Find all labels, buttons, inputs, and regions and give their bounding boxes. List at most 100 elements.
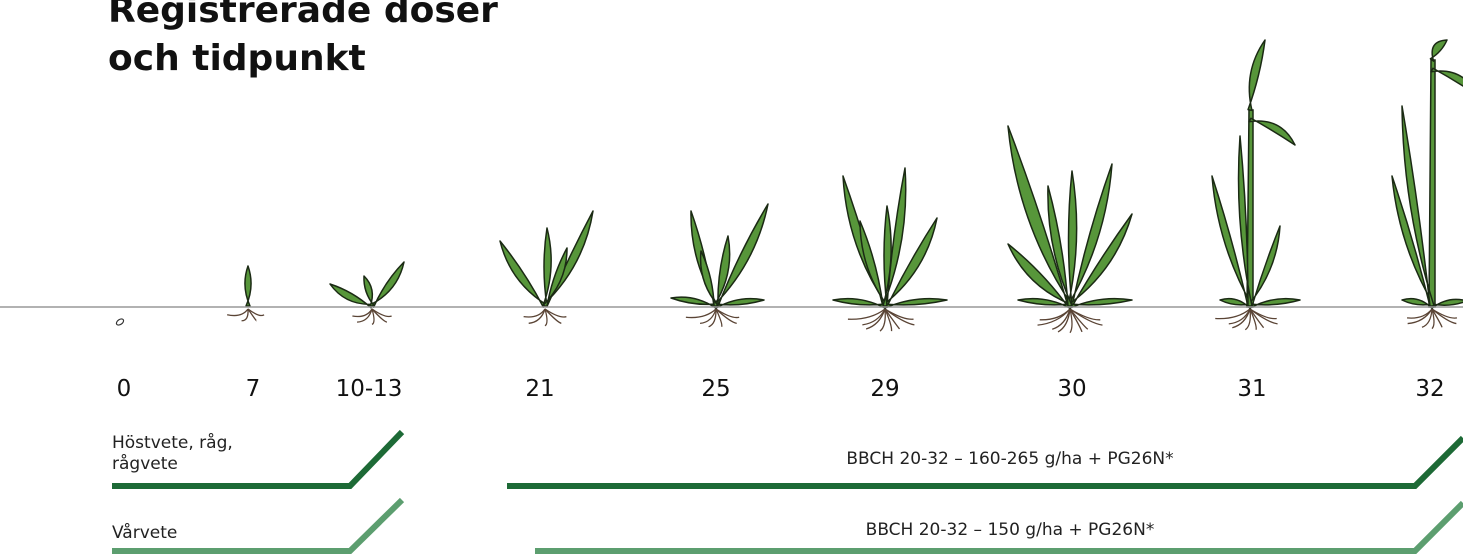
- dose-bar: [535, 500, 1463, 554]
- root: [1039, 308, 1071, 321]
- root: [352, 308, 373, 318]
- dose-text: BBCH 20-32 – 150 g/ha + PG26N*: [866, 520, 1155, 540]
- title-line: Registrerade doser: [108, 0, 498, 31]
- leaf: [369, 261, 405, 308]
- root: [1069, 308, 1073, 334]
- leaf: [1067, 213, 1133, 308]
- leaf: [1211, 175, 1253, 308]
- root: [1249, 308, 1265, 329]
- root: [371, 308, 375, 325]
- root: [247, 308, 265, 317]
- leaf: [1067, 163, 1113, 308]
- root: [715, 308, 723, 328]
- root: [1431, 308, 1435, 330]
- leaf: [1247, 225, 1281, 308]
- row-rule: [112, 497, 405, 554]
- root: [1232, 308, 1251, 329]
- root: [699, 308, 717, 325]
- leaf: [713, 203, 769, 308]
- root: [1244, 308, 1251, 331]
- leaf: [859, 220, 888, 308]
- root: [1431, 308, 1457, 325]
- root: [371, 308, 388, 323]
- row-label: rågvete: [112, 453, 178, 474]
- row: Vårvete BBCH 20-32 – 150 g/ha + PG26N*: [112, 497, 1463, 554]
- row: Höstvete, råg, rågvete BBCH 20-32 – 160-…: [112, 429, 1463, 489]
- root: [1037, 308, 1071, 326]
- stage-label: 25: [701, 376, 730, 402]
- root: [544, 308, 562, 324]
- leaf: [699, 250, 719, 308]
- leaf: [1219, 297, 1252, 309]
- leaf: [882, 205, 892, 307]
- root: [1249, 308, 1278, 325]
- leaf: [1249, 297, 1301, 309]
- leaf: [715, 297, 765, 309]
- root: [241, 308, 249, 322]
- stem: [1428, 59, 1436, 308]
- leaf: [1067, 170, 1078, 307]
- leaf: [1007, 243, 1073, 309]
- root: [1431, 308, 1443, 328]
- root: [884, 308, 915, 326]
- stage-label: 7: [246, 376, 261, 402]
- root: [879, 308, 886, 332]
- root: [1431, 308, 1458, 319]
- root: [884, 308, 901, 330]
- leaf: [1017, 297, 1071, 309]
- root: [247, 308, 258, 322]
- leaf: [363, 275, 375, 308]
- leaf: [713, 235, 731, 308]
- leaf: [499, 240, 548, 308]
- leaf: [1430, 67, 1463, 87]
- seed: [115, 318, 125, 326]
- leaf: [1007, 125, 1073, 308]
- stage-label: 31: [1237, 376, 1266, 402]
- leaf: [1069, 297, 1133, 309]
- title-line: och tidpunkt: [108, 38, 366, 79]
- leaf: [542, 247, 568, 308]
- stage-label: 32: [1415, 376, 1444, 402]
- stage-label: 0: [117, 376, 132, 402]
- leaf: [1391, 175, 1435, 308]
- root: [715, 308, 737, 325]
- plants: [115, 39, 1463, 334]
- row-label: Höstvete, råg,: [112, 432, 233, 453]
- leaf: [244, 265, 252, 307]
- root: [685, 308, 717, 319]
- leaf: [1047, 185, 1073, 308]
- dose-bar: [507, 435, 1463, 489]
- leaf: [884, 297, 948, 309]
- root: [544, 308, 567, 318]
- leaf: [1248, 117, 1296, 146]
- root: [1406, 308, 1433, 319]
- root: [1421, 308, 1433, 328]
- leaf: [1247, 39, 1266, 112]
- row-rule: [112, 429, 405, 489]
- row-label: Vårvete: [112, 522, 177, 543]
- stage-label: 10-13: [336, 376, 403, 402]
- leaf: [1401, 105, 1435, 308]
- leaf: [329, 283, 374, 309]
- root: [1069, 308, 1103, 326]
- stage-label: 21: [525, 376, 554, 402]
- leaf: [542, 227, 552, 307]
- leaf: [832, 297, 886, 309]
- root: [1249, 308, 1257, 330]
- leaf: [1401, 297, 1434, 309]
- stage-label: 30: [1057, 376, 1086, 402]
- leaf: [1429, 39, 1448, 62]
- root: [1228, 308, 1251, 325]
- root: [1215, 308, 1251, 320]
- root: [847, 308, 886, 320]
- root: [544, 308, 548, 327]
- leaf: [670, 296, 718, 309]
- leaf: [882, 217, 938, 308]
- stage-labels: 0 7 10-13 21 25 29 30 31 32: [117, 376, 1445, 402]
- root: [523, 308, 546, 318]
- root: [708, 308, 717, 328]
- dose-text: BBCH 20-32 – 160-265 g/ha + PG26N*: [846, 449, 1173, 469]
- leaf: [1237, 135, 1253, 307]
- stage-label: 29: [870, 376, 899, 402]
